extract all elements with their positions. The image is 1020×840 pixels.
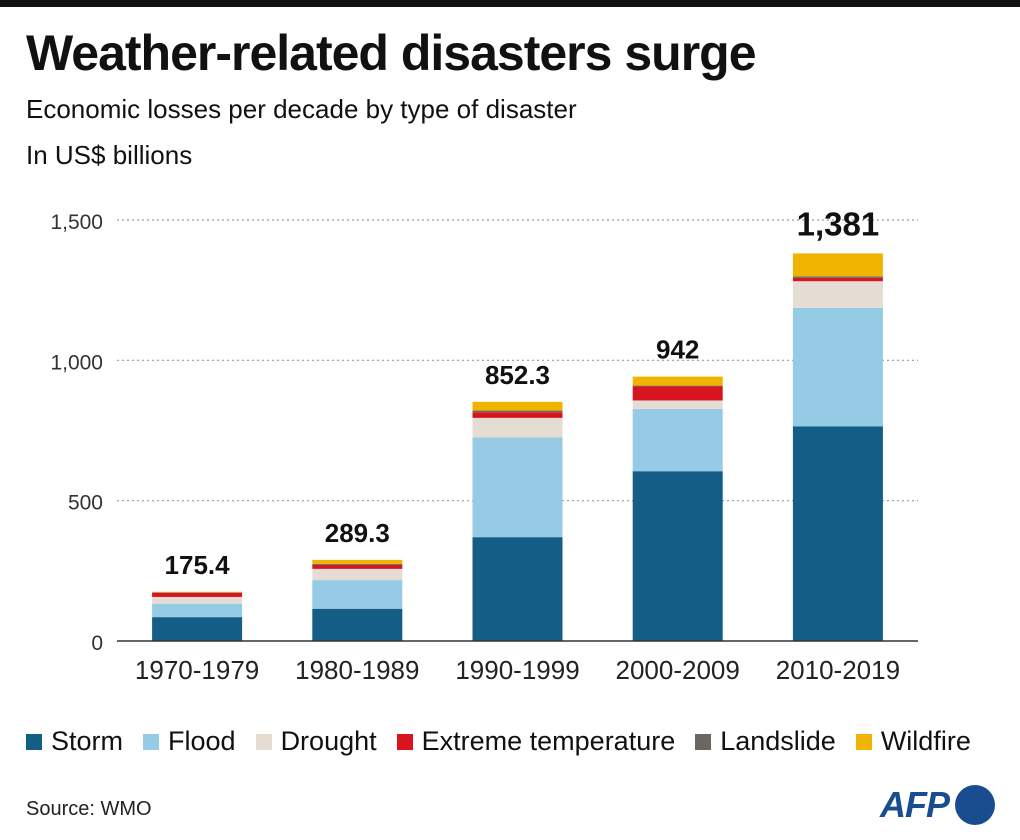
afp-logo-text: AFP [880,784,950,825]
bar-segment-drought [312,568,403,581]
chart-legend: Storm Flood Drought Extreme temperature … [26,726,971,757]
bar-segment-extreme-temperature [472,412,563,418]
bar-segment-wildfire [312,559,403,564]
legend-item-drought: Drought [255,726,377,757]
afp-logo-dot [955,785,995,825]
bar-segment-landslide [312,563,403,565]
bar-segment-wildfire [472,401,563,411]
legend-swatch-drought [255,733,272,750]
chart-unit: In US$ billions [26,140,193,170]
bar-segment-wildfire [632,376,723,386]
x-tick-label: 1990-1999 [455,655,579,685]
chart-subtitle: Economic losses per decade by type of di… [26,94,577,124]
legend-item-flood: Flood [143,726,236,757]
bar-segment-drought [152,596,243,604]
legend-label-drought: Drought [280,726,377,756]
bar-segment-extreme-temperature [792,277,883,282]
bar-segment-flood [152,603,243,618]
source-note: Source: WMO [26,798,152,820]
bar-segment-wildfire [152,591,243,593]
legend-item-extreme-temperature: Extreme temperature [396,726,676,757]
bar-segment-drought [472,417,563,438]
bar-segment-wildfire [792,253,883,277]
legend-swatch-extreme-temperature [396,733,413,750]
legend-label-wildfire: Wildfire [880,726,971,756]
chart-title: Weather-related disasters surge [26,25,756,81]
bar-total-label: 175.4 [165,550,231,580]
legend-label-landslide: Landslide [720,726,836,756]
x-tick-label: 1980-1989 [295,655,419,685]
x-tick-label: 1970-1979 [135,655,259,685]
bar-total-label: 289.3 [325,518,390,548]
legend-label-extreme-temperature: Extreme temperature [421,726,676,756]
x-tick-label: 2000-2009 [616,655,740,685]
bar-segment-storm [152,617,243,641]
legend-label-storm: Storm [51,726,124,756]
bar-segment-extreme-temperature [632,386,723,401]
stacked-bar-chart: 0 500 1,000 1,500 175.4 1970-1979 289.3 1980-19… [50,205,918,685]
bar-segment-extreme-temperature [152,592,243,597]
legend-swatch-storm [26,733,42,750]
bar-segment-landslide [472,410,563,413]
bar-segment-extreme-temperature [312,564,403,569]
bar-segment-storm [312,608,403,641]
bar-total-label: 942 [656,335,699,365]
bar-segment-storm [472,537,563,641]
y-tick-label: 1,000 [50,351,103,374]
bar-segment-landslide [792,276,883,278]
legend-item-wildfire: Wildfire [855,726,971,757]
legend-label-flood: Flood [168,726,236,756]
bar-segment-flood [792,307,883,427]
legend-item-storm: Storm [26,726,123,757]
legend-item-landslide: Landslide [695,726,836,757]
top-rule [0,0,1020,7]
bar-segment-drought [632,400,723,409]
bar-segment-storm [792,426,883,641]
bar-segment-landslide [632,385,723,387]
x-tick-label: 2010-2019 [776,655,900,685]
legend-swatch-flood [143,733,160,750]
y-tick-label: 500 [68,492,103,515]
afp-logo: AFP [880,784,995,826]
bar-segment-flood [632,408,723,472]
legend-swatch-landslide [695,733,712,750]
bar-segment-flood [312,580,403,609]
y-tick-label: 0 [91,632,103,655]
bar-segment-drought [792,281,883,308]
bar-segment-storm [632,471,723,641]
y-tick-label: 1,500 [50,211,103,234]
bar-total-label: 1,381 [797,205,880,242]
legend-swatch-wildfire [855,733,872,750]
bar-segment-flood [472,437,563,538]
bar-total-label: 852.3 [485,360,550,390]
